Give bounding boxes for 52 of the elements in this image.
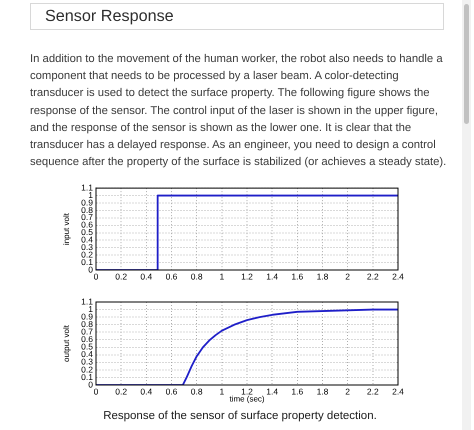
x-tick-label: 0.6 — [166, 386, 178, 396]
x-tick-label: 2 — [345, 271, 350, 282]
y-tick-label: 0.4 — [81, 349, 94, 360]
x-tick-label: 0.8 — [190, 271, 203, 282]
y-tick-label: 0.6 — [81, 334, 94, 344]
y-tick-label: 0.7 — [81, 326, 94, 337]
y-tick-label: 0.8 — [81, 204, 94, 215]
x-tick-label: 2.2 — [366, 386, 380, 396]
y-tick-label: 0 — [88, 264, 94, 274]
y-tick-label: 1 — [88, 304, 94, 314]
y-tick-label: 1.1 — [81, 182, 94, 192]
x-tick-label: 2.2 — [366, 271, 380, 282]
y-tick-label: 0.3 — [81, 356, 94, 367]
y-tick-label: 1 — [88, 190, 94, 200]
x-tick-label: 1.8 — [316, 386, 329, 396]
x-tick-label: 1.4 — [266, 386, 278, 396]
chart-subtitle: In addition to the movement of the human worker, the robot also needs to handle a component that needs to be processed by a laser beam. A color-detecting transducer is used to detect the surface property. The following figure shows the response of the sensor. The control input of the laser is shown in the upper figure, and the response of the sensor is shown as the lower one. It is clear that the transducer has a delayed response. As an engineer, you need to design a control sequence after the property of the surface is stabilized (or achieves a steady state). — [30, 52, 448, 170]
x-tick-label: 0.2 — [115, 386, 128, 396]
chart-title: Sensor Response — [45, 6, 174, 27]
x-axis-title: time (sec) — [229, 394, 265, 404]
x-tick-label: 0.6 — [166, 271, 178, 282]
x-tick-label: 0.8 — [190, 386, 203, 396]
y-axis-title: output volt — [62, 324, 72, 362]
x-tick-label: 1.4 — [266, 271, 278, 282]
y-tick-label: 0.6 — [81, 220, 94, 230]
y-tick-label: 0.1 — [81, 256, 94, 267]
x-tick-label: 2.4 — [392, 386, 404, 396]
text: Response of the sensor of surface property detection. — [102, 409, 378, 424]
y-tick-label: 0.9 — [81, 197, 94, 208]
x-tick-label: 1 — [219, 386, 224, 396]
x-tick-label: 1.6 — [291, 386, 304, 396]
x-tick-label: 1.2 — [241, 271, 254, 282]
x-tick-label: 1.8 — [316, 271, 329, 282]
y-axis-title: input volt — [62, 212, 72, 246]
y-tick-label: 0.1 — [81, 372, 94, 382]
x-tick-label: 0.4 — [140, 271, 153, 282]
x-tick-label: 1.6 — [291, 271, 304, 282]
y-tick-label: 0.5 — [81, 227, 94, 238]
y-tick-label: 0.7 — [81, 212, 94, 222]
x-tick-label: 0.2 — [115, 271, 128, 282]
x-tick-label: 2 — [345, 386, 350, 396]
y-tick-label: 0.9 — [81, 311, 94, 322]
x-tick-label: 2.4 — [392, 271, 404, 282]
y-tick-label: 1.1 — [81, 296, 94, 306]
y-tick-label: 0 — [88, 379, 94, 390]
y-tick-label: 0.8 — [81, 318, 94, 329]
y-tick-label: 0.4 — [81, 234, 94, 245]
x-tick-label: 0.4 — [140, 386, 153, 396]
x-tick-label: 1.2 — [241, 386, 254, 396]
x-tick-label: 1 — [219, 271, 224, 282]
y-tick-label: 0.5 — [81, 342, 94, 352]
y-tick-label: 0.2 — [81, 364, 94, 374]
